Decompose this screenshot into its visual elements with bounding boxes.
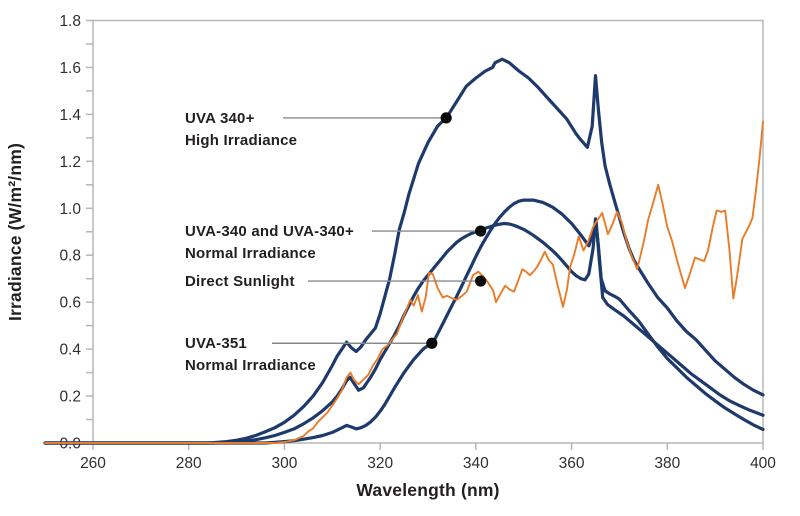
- chart-annotations: UVA 340+ High Irradiance UVA-340 and UVA-3…: [185, 110, 487, 374]
- curve-uva-340-normal-irradiance: [43, 217, 765, 445]
- annotation-uva-340-normal: UVA-340 and UVA-340+ Normal Irradiance: [185, 223, 487, 262]
- x-axis-title: Wavelength (nm): [356, 480, 499, 500]
- curve-direct-sunlight: [44, 120, 764, 444]
- annotation-dot: [426, 337, 438, 349]
- y-tick-label: 1.2: [59, 154, 81, 171]
- annotation-label-line: High Irradiance: [185, 132, 297, 149]
- y-tick-label: 1.8: [59, 13, 81, 30]
- annotation-dot: [440, 112, 452, 124]
- y-tick-label: 0.6: [59, 295, 81, 312]
- annotation-label-line: Normal Irradiance: [185, 357, 316, 374]
- chart-series: [43, 57, 765, 445]
- annotation-uva-340-plus-high: UVA 340+ High Irradiance: [185, 110, 452, 149]
- annotation-dot: [475, 275, 487, 287]
- annotation-label-line: UVA-351: [185, 335, 247, 352]
- x-tick-label: 360: [559, 455, 585, 472]
- x-tick-label: 280: [176, 455, 202, 472]
- annotation-uva-351-normal: UVA-351 Normal Irradiance: [185, 335, 438, 374]
- annotation-label-line: Direct Sunlight: [185, 273, 295, 290]
- axis-ticks: [86, 19, 764, 450]
- annotation-label-line: UVA-340 and UVA-340+: [185, 223, 354, 240]
- x-tick-label: 320: [367, 455, 393, 472]
- curve-uva-340-plus-high-irradiance: [43, 57, 765, 445]
- annotation-label-line: UVA 340+: [185, 110, 255, 127]
- y-tick-label: 1.4: [59, 107, 81, 124]
- x-tick-label: 400: [750, 455, 776, 472]
- y-tick-label: 0.2: [59, 389, 81, 406]
- y-tick-label: 0.4: [59, 342, 81, 359]
- annotation-direct-sunlight: Direct Sunlight: [185, 273, 487, 290]
- y-tick-label: 1.6: [59, 60, 81, 77]
- y-tick-label: 1.0: [59, 201, 81, 218]
- x-tick-label: 260: [80, 455, 106, 472]
- x-tick-label: 300: [271, 455, 297, 472]
- annotation-dot: [475, 225, 487, 237]
- x-tick-label: 340: [463, 455, 489, 472]
- annotation-label-line: Normal Irradiance: [185, 245, 316, 262]
- curve-uva-351-normal-irradiance: [43, 198, 765, 445]
- x-tick-label: 380: [654, 455, 680, 472]
- y-axis-title: Irradiance (W/m²/nm): [5, 143, 25, 321]
- y-tick-label: 0.8: [59, 248, 81, 265]
